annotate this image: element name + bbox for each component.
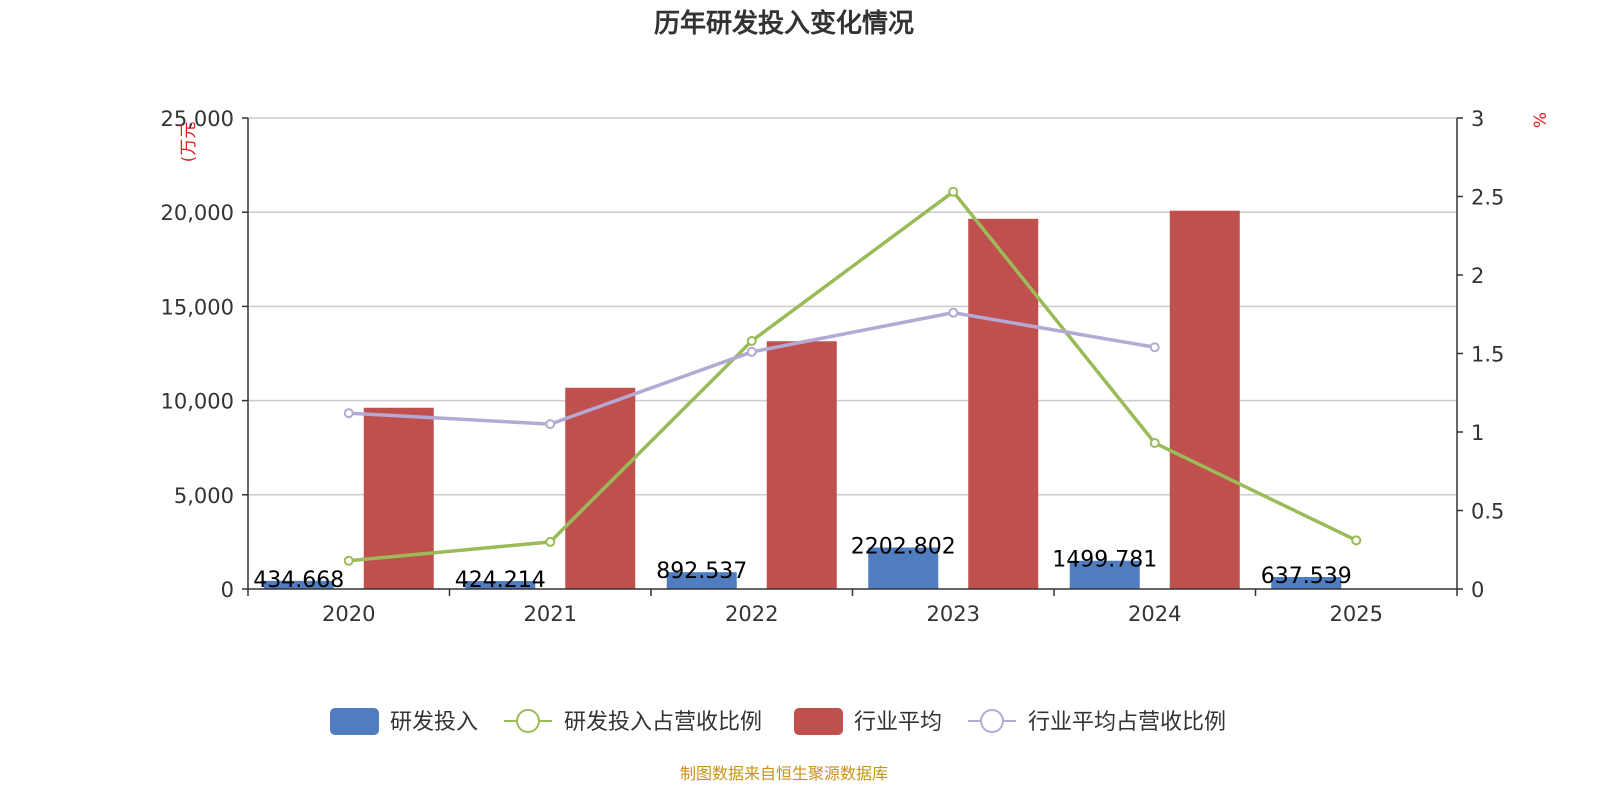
bar-rd-investment (868, 547, 939, 589)
legend-label: 研发投入占营收比例 (564, 710, 762, 735)
legend-swatch (330, 708, 379, 735)
right-axis-tick-label: 1.5 (1471, 343, 1504, 367)
x-axis-tick-label: 2025 (1330, 602, 1383, 626)
point-industry-ratio (545, 419, 556, 430)
point-rd-ratio (343, 555, 354, 566)
bar-data-label: 892.537 (656, 559, 747, 584)
left-axis-tick-label: 5,000 (174, 484, 234, 508)
right-axis-tick-label: 0 (1471, 578, 1484, 602)
point-industry-ratio (1149, 342, 1160, 353)
point-rd-ratio (545, 536, 556, 547)
bar-industry-average (363, 407, 434, 589)
bar-industry-average (968, 218, 1039, 589)
bars (263, 210, 1342, 589)
source-note: 制图数据来自恒生聚源数据库 (680, 764, 888, 783)
bar-rd-investment (465, 581, 536, 589)
point-industry-ratio (746, 346, 757, 357)
x-axis-tick-label: 2020 (322, 602, 375, 626)
bar-rd-investment (1069, 560, 1140, 589)
point-rd-ratio (948, 186, 959, 197)
legend-marker-swatch (516, 709, 540, 733)
grid (248, 117, 1457, 496)
point-industry-ratio (343, 408, 354, 419)
left-axis-tick-label: 15,000 (161, 295, 234, 319)
point-rd-ratio (746, 335, 757, 346)
left-axis-tick-label: 0 (221, 578, 234, 602)
bar-data-label: 1499.781 (1052, 548, 1157, 573)
legend-label: 行业平均 (854, 710, 942, 735)
left-axis-tick-label: 25,000 (161, 107, 234, 131)
x-axis-tick-label: 2021 (524, 602, 577, 626)
x-axis-tick-label: 2024 (1128, 602, 1181, 626)
bar-data-label: 2202.802 (851, 534, 956, 559)
right-axis-unit: % (1531, 112, 1551, 128)
legend: 研发投入 研发投入占营收比例 行业平均 行业平均占营收比例 (330, 708, 1226, 735)
right-axis-tick-label: 2 (1471, 264, 1484, 288)
data-labels: 434.668 424.214 892.537 2202.802 1499.781 637… (253, 534, 1351, 593)
point-rd-ratio (1149, 437, 1160, 448)
bar-rd-investment (263, 580, 334, 589)
chart-title: 历年研发投入变化情况 (654, 8, 914, 39)
axes: 05,00010,00015,00020,00025,00000.511.522… (161, 107, 1505, 626)
line-rd-ratio (348, 189, 1358, 563)
legend-marker-swatch (980, 709, 1004, 733)
right-axis-tick-label: 1 (1471, 421, 1484, 445)
bar-industry-average (1169, 210, 1240, 589)
bar-data-label: 424.214 (455, 568, 546, 593)
bar-rd-investment (666, 572, 737, 589)
bar-industry-average (565, 387, 636, 589)
bar-data-label: 434.668 (253, 568, 344, 593)
x-axis-tick-label: 2022 (725, 602, 778, 626)
left-axis-tick-label: 20,000 (161, 201, 234, 225)
point-rd-ratio (1351, 535, 1362, 546)
right-axis-tick-label: 3 (1471, 107, 1484, 131)
legend-label: 行业平均占营收比例 (1028, 710, 1226, 735)
legend-label: 研发投入 (390, 710, 478, 735)
right-axis-tick-label: 0.5 (1471, 500, 1504, 524)
left-axis-unit: (万元 (179, 122, 199, 163)
point-industry-ratio (948, 307, 959, 318)
lines (343, 186, 1362, 566)
bar-industry-average (766, 341, 837, 589)
left-axis-tick-label: 10,000 (161, 390, 234, 414)
x-axis-tick-label: 2023 (927, 602, 980, 626)
bar-data-label: 637.539 (1261, 564, 1352, 589)
right-axis-tick-label: 2.5 (1471, 186, 1504, 210)
bar-rd-investment (1271, 576, 1342, 589)
legend-swatch (794, 708, 843, 735)
